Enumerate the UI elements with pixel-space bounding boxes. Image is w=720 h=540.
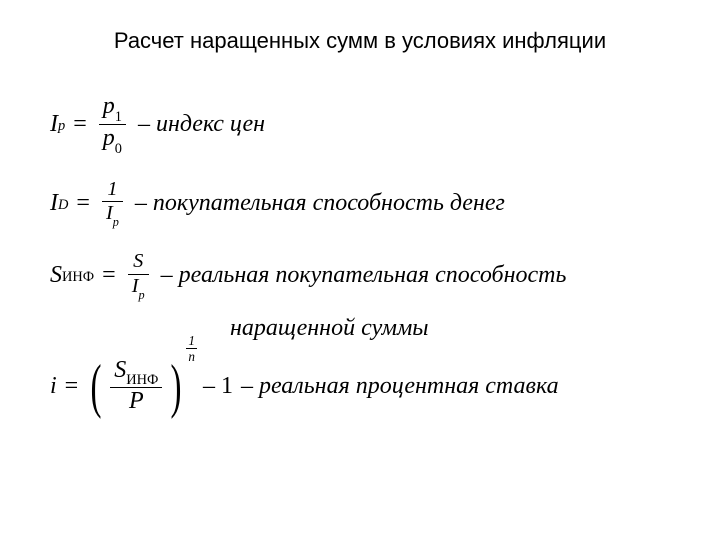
page-title: Расчет наращенных сумм в условиях инфляц…	[50, 28, 670, 54]
formula-sinf: SИНФ = S Ip – реальная покупательная спо…	[50, 251, 670, 299]
formula-ip: Ip = p1 p0 – индекс цен	[50, 94, 670, 155]
desc-purchasing-power: покупательная способность денег	[153, 191, 505, 215]
symbol-I: I	[106, 202, 113, 224]
subscript-0: 0	[115, 141, 122, 157]
one: 1	[221, 374, 233, 398]
equals-sign: =	[76, 191, 90, 215]
symbol-I: I	[50, 112, 58, 136]
formula-block: Ip = p1 p0 – индекс цен ID = 1 Ip – поку…	[50, 94, 670, 415]
symbol-i: i	[50, 374, 57, 398]
symbol-I: I	[132, 275, 139, 297]
symbol-p: p	[103, 125, 115, 151]
dash: –	[161, 263, 173, 287]
desc-real-purchasing-1: реальная покупательная способность	[179, 263, 567, 287]
symbol-P: P	[125, 389, 148, 414]
exp-num: 1	[186, 334, 197, 348]
right-paren: )	[171, 364, 182, 409]
minus-sign: –	[203, 374, 215, 398]
subscript-D: D	[58, 198, 68, 212]
equals-sign: =	[65, 374, 79, 398]
formula-i: i = ( SИНФ P ) 1 n	[50, 358, 670, 415]
symbol-S: S	[50, 263, 62, 287]
formula-id: ID = 1 Ip – покупательная способность де…	[50, 179, 670, 227]
fraction-Sinf-P: SИНФ P	[110, 358, 162, 415]
numerator-S: S	[129, 251, 147, 272]
left-paren: (	[91, 364, 102, 409]
dash: –	[135, 191, 147, 215]
exp-den: n	[186, 350, 197, 364]
dash: –	[138, 112, 150, 136]
subscript-inf: ИНФ	[126, 372, 158, 388]
dash: –	[241, 374, 253, 398]
fraction-S-Ip: S Ip	[128, 251, 149, 299]
symbol-I: I	[50, 191, 58, 215]
desc-index-of-prices: индекс цен	[156, 112, 265, 136]
desc-real-purchasing-2: наращенной суммы	[230, 316, 670, 340]
equals-sign: =	[102, 263, 116, 287]
paren-group: ( SИНФ P )	[86, 358, 186, 415]
subscript-p: p	[113, 215, 119, 229]
exponent-1-n: 1 n	[182, 334, 201, 365]
subscript-p: p	[139, 288, 145, 302]
desc-real-rate: реальная процентная ставка	[259, 374, 559, 398]
symbol-p: p	[103, 93, 115, 119]
page: { "title": "Расчет наращенных сумм в усл…	[0, 0, 720, 540]
fraction-1-Ip: 1 Ip	[102, 179, 123, 227]
numerator-1: 1	[103, 179, 121, 200]
subscript-inf: ИНФ	[62, 270, 94, 284]
subscript-p: p	[58, 119, 65, 133]
fraction-p1-p0: p1 p0	[99, 94, 126, 155]
equals-sign: =	[73, 112, 87, 136]
symbol-S: S	[114, 357, 126, 383]
subscript-1: 1	[115, 109, 122, 125]
